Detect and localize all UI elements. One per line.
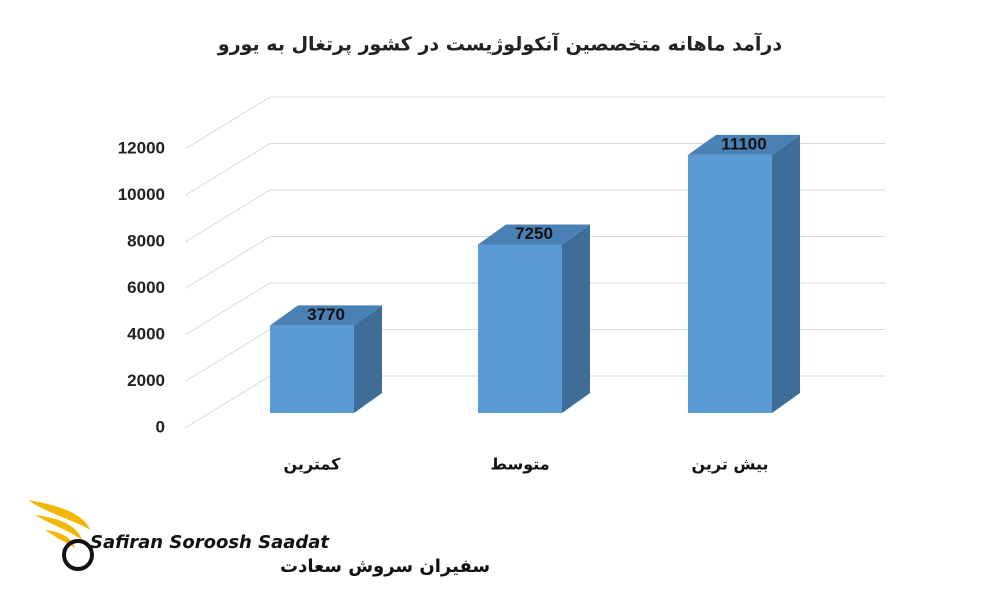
logo-wing — [28, 500, 90, 548]
y-tick-label: 12000 — [118, 138, 165, 157]
value-label: 7250 — [515, 224, 553, 243]
bar-top — [270, 305, 382, 326]
grid-line — [184, 96, 885, 150]
bar-side — [354, 305, 382, 413]
grid-line — [184, 143, 885, 196]
y-tick-label: 6000 — [127, 278, 165, 297]
bar — [478, 244, 562, 413]
bar — [688, 154, 772, 414]
bar-3d — [688, 134, 800, 414]
bar-top — [478, 224, 590, 245]
bar-3d — [270, 305, 382, 413]
y-tick-label: 4000 — [127, 324, 165, 343]
x-tick-label: بیش ترین — [691, 455, 768, 474]
grid-line — [184, 189, 885, 243]
x-tick-label: متوسط — [490, 455, 549, 474]
y-tick-label: 0 — [156, 417, 165, 436]
grid-line — [184, 236, 885, 289]
y-tick-label: 2000 — [127, 371, 165, 390]
grid — [184, 96, 885, 429]
grid-line — [184, 282, 885, 336]
y-tick-label: 8000 — [127, 231, 165, 250]
value-label: 3770 — [307, 305, 345, 324]
bar-side — [562, 224, 590, 413]
logo-ring — [62, 539, 94, 571]
y-tick-label: 10000 — [118, 185, 165, 204]
logo-name-fa: سفیران سروش سعادت — [280, 556, 490, 577]
logo: Safiran Soroosh Saadat سفیران سروش سعادت — [28, 500, 490, 577]
logo-name: Safiran Soroosh Saadat — [90, 532, 330, 553]
chart-title: درآمد ماهانه متخصصین آنکولوژیست در کشور … — [217, 32, 782, 56]
bar-3d — [478, 224, 590, 413]
x-tick-label: کمترین — [284, 455, 342, 474]
bar-top — [688, 134, 800, 155]
bar — [270, 325, 354, 413]
bar-side — [772, 134, 800, 414]
value-label: 11100 — [721, 134, 766, 153]
